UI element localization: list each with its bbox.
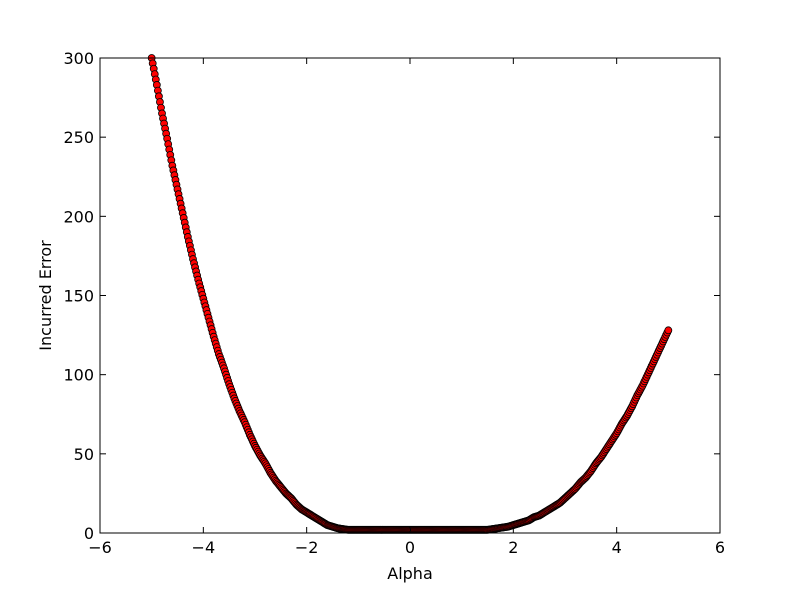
data-point [664, 326, 673, 335]
y-axis-label: Incurred Error [36, 240, 55, 351]
y-tick-label: 0 [84, 524, 94, 543]
x-tick-label: 6 [715, 538, 725, 557]
x-tick-label: −4 [192, 538, 216, 557]
axis-ticks: −6 −4 −2 0 2 4 6 0 50 100 150 200 250 300 [63, 49, 725, 557]
x-tick-label: 2 [508, 538, 518, 557]
y-tick-label: 300 [63, 49, 94, 68]
x-tick-label: 4 [612, 538, 622, 557]
y-tick-label: 100 [63, 366, 94, 385]
x-tick-label: 0 [405, 538, 415, 557]
x-tick-label: −6 [88, 538, 112, 557]
x-tick-label: −2 [295, 538, 319, 557]
y-tick-label: 150 [63, 287, 94, 306]
x-axis-label: Alpha [387, 564, 433, 583]
y-tick-label: 200 [63, 207, 94, 226]
y-tick-label: 50 [74, 445, 94, 464]
y-tick-label: 250 [63, 128, 94, 147]
data-points [147, 54, 673, 534]
plot-frame [99, 57, 721, 534]
